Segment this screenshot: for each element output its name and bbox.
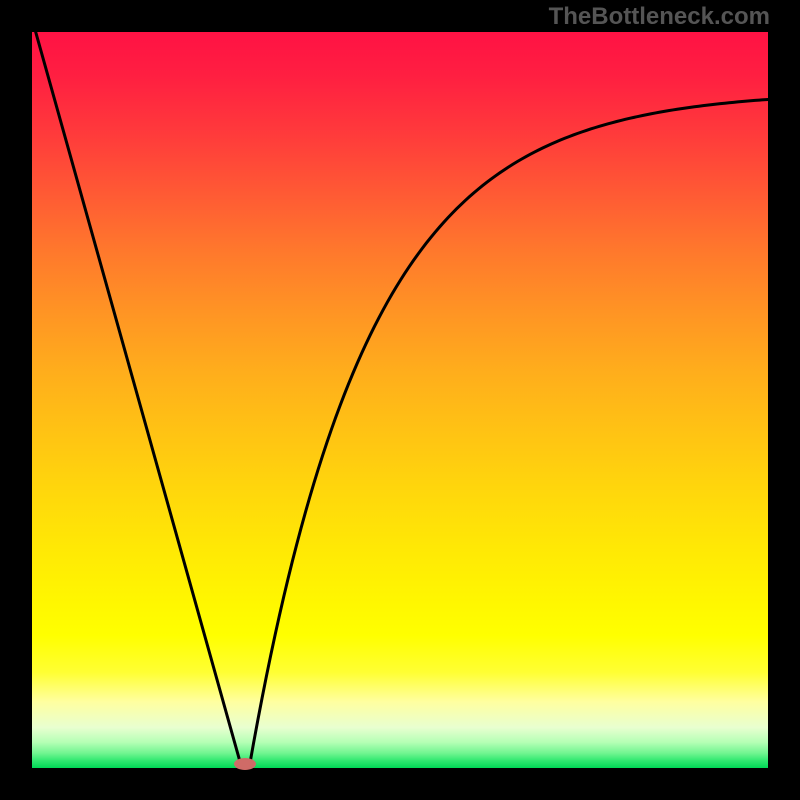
gradient-background bbox=[32, 32, 768, 768]
watermark-text: TheBottleneck.com bbox=[549, 3, 770, 31]
plot-area bbox=[32, 32, 768, 768]
optimum-marker bbox=[234, 758, 256, 770]
plot-container: TheBottleneck.com bbox=[0, 0, 800, 800]
